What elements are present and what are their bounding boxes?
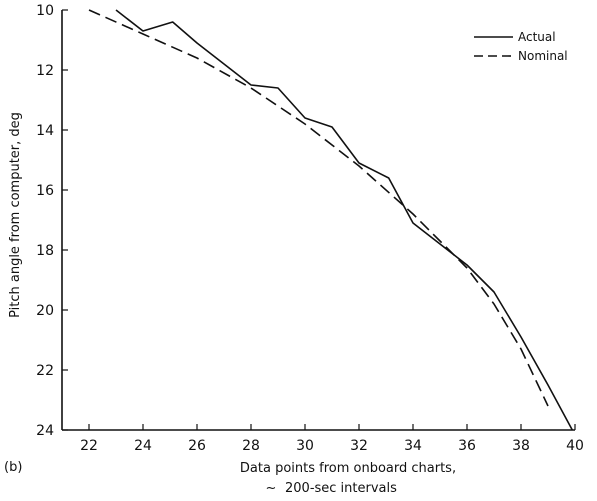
series-line-actual [115,9,574,431]
x-tick-label: 26 [188,438,206,454]
y-tick-label: 18 [36,243,54,259]
y-tick-label: 10 [36,3,54,19]
x-tick-label: 40 [566,438,584,454]
tilde-symbol: ~ [266,481,277,496]
x-tick-label: 30 [296,438,314,454]
x-axis-label-line2: 200-sec intervals [285,481,397,496]
x-tick-label: 22 [80,438,98,454]
y-tick-label: 12 [36,63,54,79]
x-tick-label: 36 [458,438,476,454]
x-tick-label: 38 [512,438,530,454]
y-axis-label: Pitch angle from computer, deg [8,112,23,318]
y-tick-label: 16 [36,183,54,199]
x-tick-label: 28 [242,438,260,454]
legend: Actual Nominal [474,30,568,63]
y-tick-label: 20 [36,303,54,319]
x-tick-label: 32 [350,438,368,454]
y-tick-label: 24 [36,423,54,439]
axes: 22 24 26 28 30 32 34 36 38 40 10 12 14 16 18 20 22 24 [36,3,584,454]
legend-label-nominal: Nominal [518,49,568,63]
y-tick-label: 22 [36,363,54,379]
y-tick-label: 14 [36,123,54,139]
x-tick-label: 34 [404,438,422,454]
x-tick-label: 24 [134,438,152,454]
panel-label: (b) [4,460,22,475]
x-axis-label-line1: Data points from onboard charts, [240,461,456,476]
series-lines [88,9,574,431]
legend-label-actual: Actual [518,30,556,44]
series-line-nominal [88,9,549,407]
